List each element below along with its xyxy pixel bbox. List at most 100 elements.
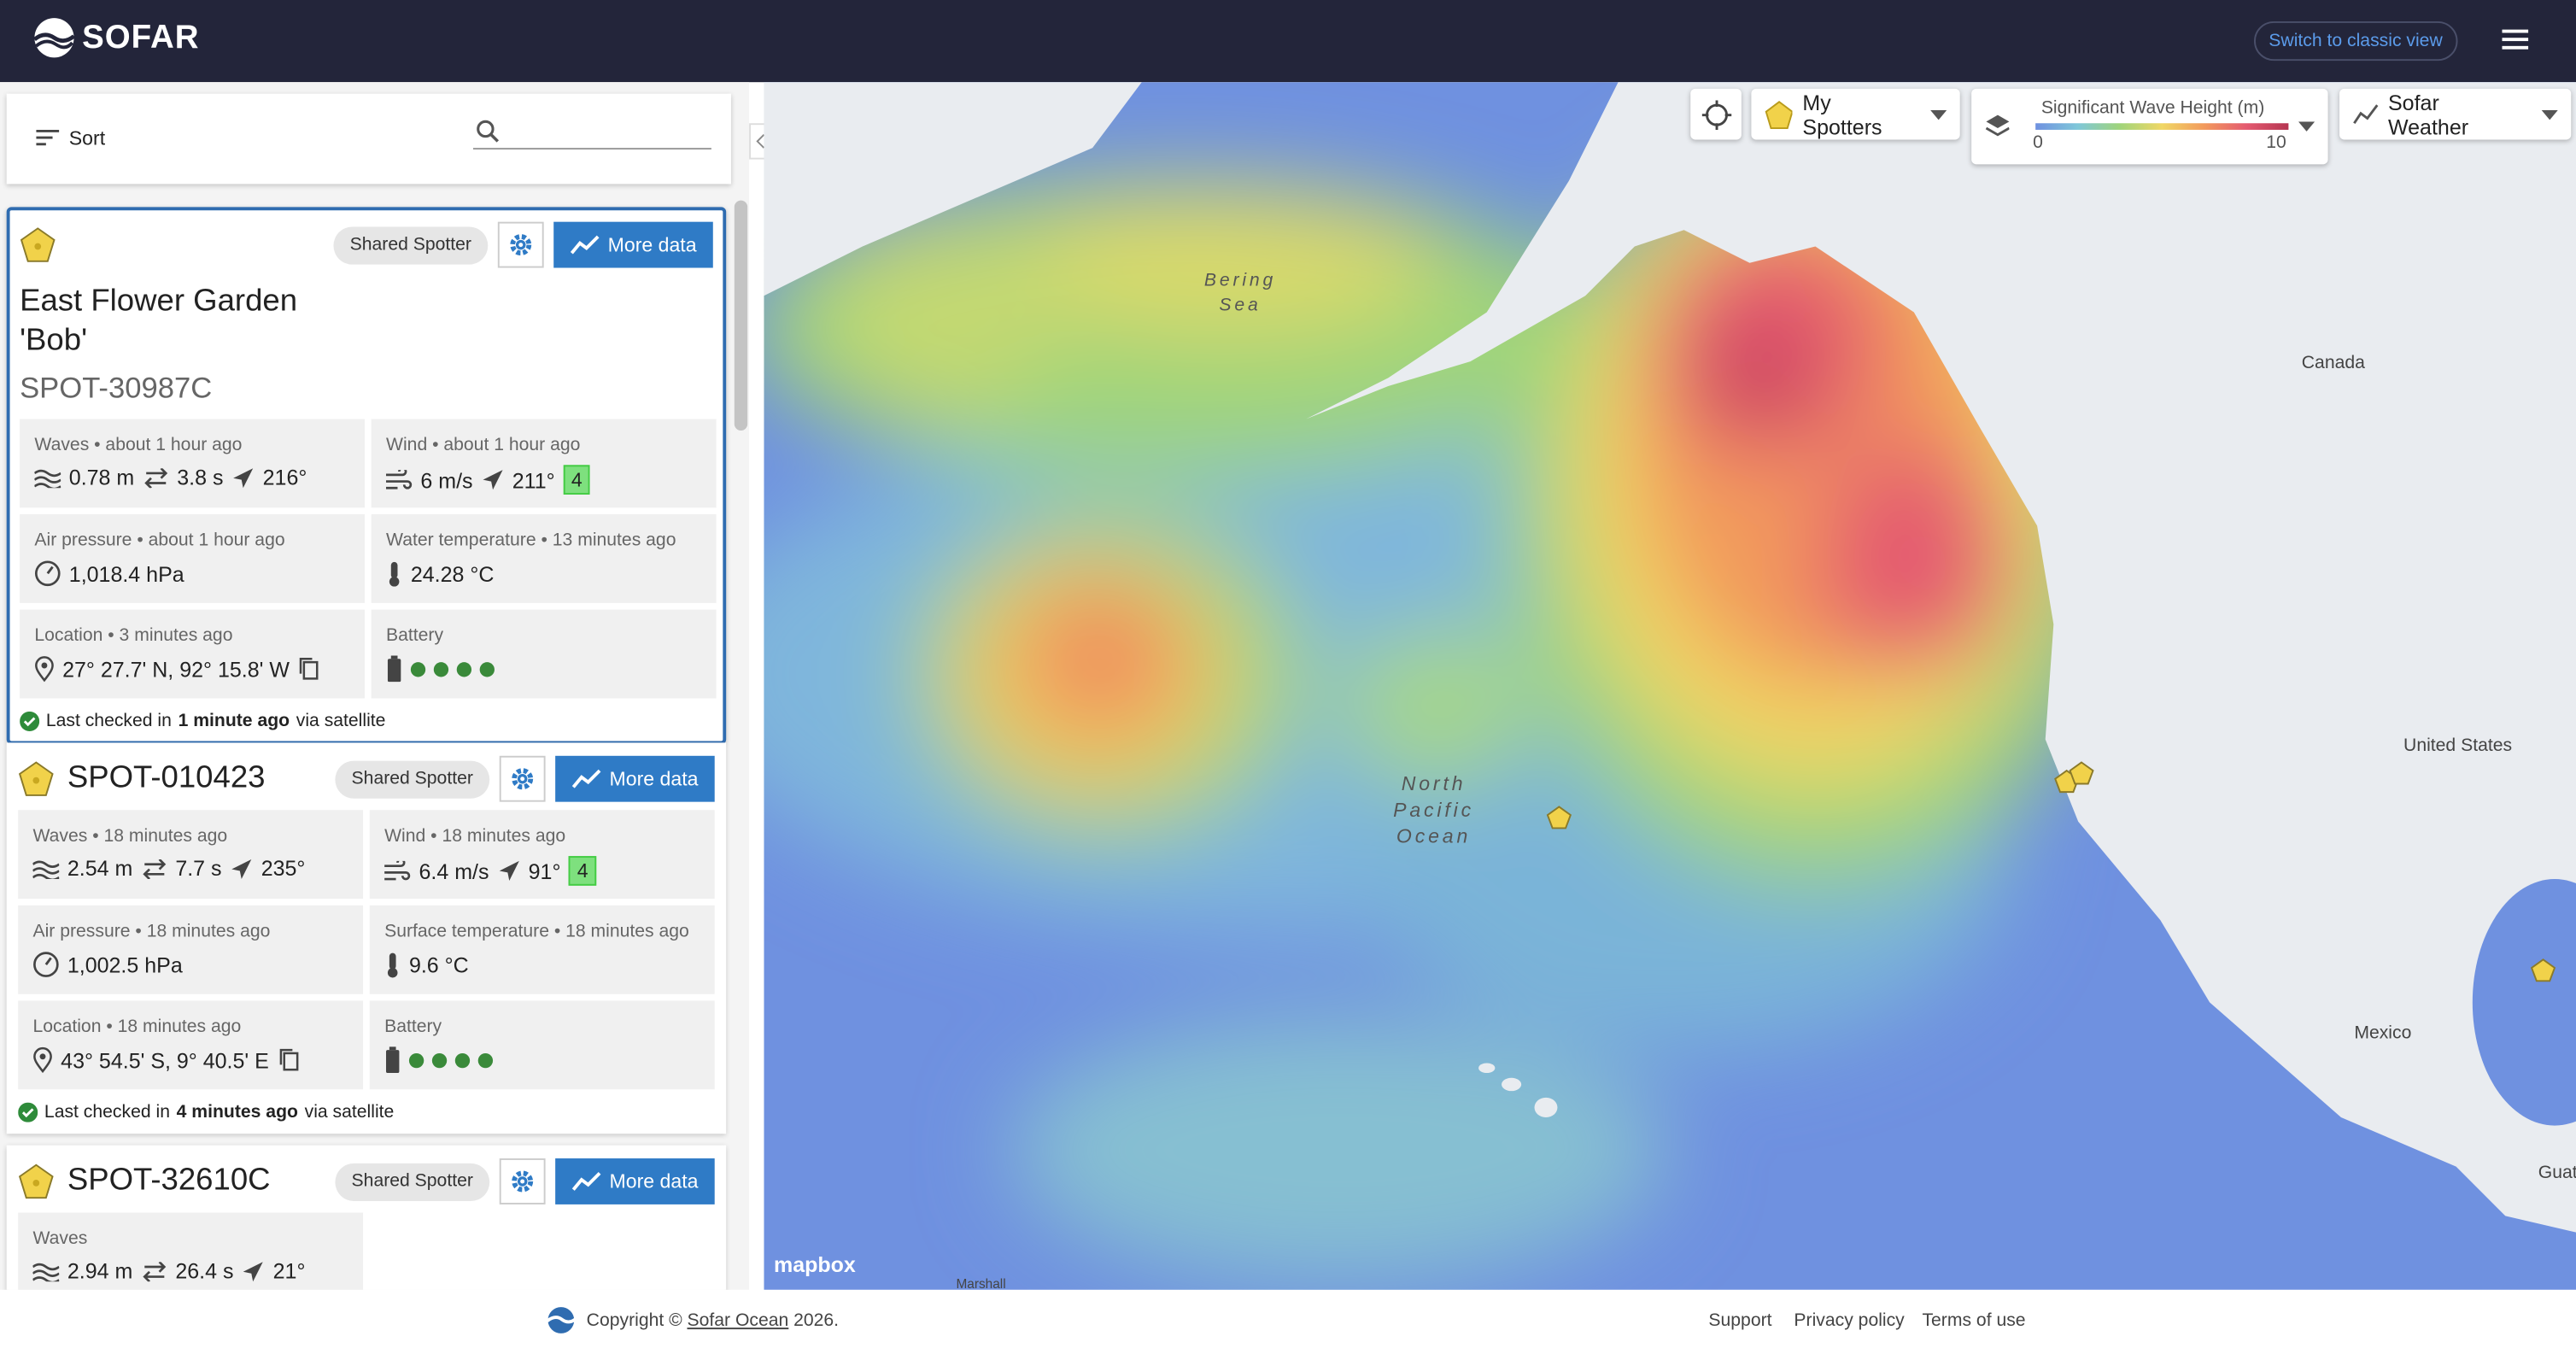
tile-values: 2.94 m 26.4 s 21° xyxy=(32,1258,348,1283)
legend-title: Significant Wave Height (m) xyxy=(2040,98,2265,119)
tile-values xyxy=(386,655,701,683)
ellipse-shape xyxy=(2472,879,2576,1126)
gauge xyxy=(32,952,59,978)
path-shape xyxy=(46,566,54,575)
rect-shape xyxy=(303,660,319,680)
footer-link[interactable]: Terms of use xyxy=(1922,1310,2026,1332)
circle-shape xyxy=(33,952,59,977)
tile-values: 27° 27.7' N, 92° 15.8' W xyxy=(34,655,349,683)
map-label: Bering Sea xyxy=(1203,271,1277,316)
map-label: Canada xyxy=(2301,353,2365,373)
spotter-card[interactable]: Shared Spotter More data East Flower Garde… xyxy=(6,207,727,745)
spotter-marker[interactable] xyxy=(2069,761,2094,785)
rect-shape xyxy=(2502,45,2529,50)
sort-button[interactable]: Sort xyxy=(36,126,105,149)
spotter-marker[interactable] xyxy=(1546,806,1572,829)
menu-button[interactable] xyxy=(2502,28,2529,51)
path-shape xyxy=(1986,114,2010,129)
temperature-value: 24.28 °C xyxy=(410,560,495,586)
wind-direction: 91° xyxy=(528,859,561,883)
battery-tile: Battery xyxy=(371,609,717,699)
card-header: SPOT-010423 Shared Spotter More data xyxy=(18,754,715,804)
arrow xyxy=(230,857,253,880)
path-shape xyxy=(32,1262,60,1281)
gauge xyxy=(34,560,61,587)
line-shape xyxy=(489,133,500,143)
weather-dropdown[interactable]: Sofar Weather xyxy=(2339,88,2572,140)
footer-link[interactable]: Support xyxy=(1708,1310,1772,1332)
legend-body: Significant Wave Height (m) 0 10 xyxy=(2020,89,2290,164)
rect-shape xyxy=(2502,29,2529,33)
rect-shape xyxy=(386,1050,400,1074)
sort-icon xyxy=(36,129,60,146)
path-shape xyxy=(279,1048,292,1065)
spotter-marker[interactable] xyxy=(2530,958,2556,982)
tile-values: 6.4 m/s 91° 4 xyxy=(384,856,700,886)
mapbox-attribution[interactable]: mapbox xyxy=(773,1251,856,1277)
icon xyxy=(233,467,254,488)
path-shape xyxy=(33,1046,52,1074)
logo[interactable]: SOFAR xyxy=(32,16,199,59)
path-shape xyxy=(300,658,313,674)
icon xyxy=(142,859,166,879)
shared-badge: Shared Spotter xyxy=(333,226,489,264)
map[interactable] xyxy=(764,82,2576,1290)
waves-tile: Waves • about 1 hour ago 0.78 m 3.8 s 216° xyxy=(20,419,366,508)
tile-values: 6 m/s 211° 4 xyxy=(386,465,701,495)
wind-speed: 6.4 m/s xyxy=(419,859,489,883)
dropdown-arrow xyxy=(2298,121,2315,132)
batt xyxy=(386,655,402,683)
wave-height-legend[interactable]: Significant Wave Height (m) 0 10 xyxy=(1971,88,2328,165)
spotter-card[interactable]: SPOT-32610C Shared Spotter More data Waves 2… xyxy=(6,1145,727,1290)
search-input[interactable] xyxy=(472,148,711,150)
rect-shape xyxy=(36,143,46,146)
battery-dot xyxy=(408,1052,424,1068)
more-data-button[interactable]: More data xyxy=(555,755,715,802)
my-spotters-dropdown[interactable]: My Spotters xyxy=(1751,88,1960,140)
company-link[interactable]: Sofar Ocean xyxy=(687,1310,789,1332)
icon xyxy=(18,1102,38,1122)
icon xyxy=(300,658,319,680)
copy-button[interactable] xyxy=(277,1046,300,1073)
location-tile: Location • 3 minutes ago 27° 27.7' N, 92°… xyxy=(20,609,366,699)
batt xyxy=(384,1046,401,1074)
settings-button[interactable] xyxy=(499,755,546,802)
copyright-text: Copyright © xyxy=(586,1310,682,1332)
therm xyxy=(384,952,401,978)
switch-view-button[interactable]: Switch to classic view xyxy=(2254,21,2458,62)
path-shape xyxy=(142,859,166,879)
check-suffix: via satellite xyxy=(296,711,386,731)
tile-header: Battery xyxy=(386,625,444,646)
spotter-id: SPOT-010423 xyxy=(67,760,266,795)
search-icon xyxy=(477,120,500,143)
circle-shape xyxy=(41,662,48,669)
copy-button[interactable] xyxy=(298,655,321,682)
wave-period: 7.7 s xyxy=(175,856,222,881)
path-shape xyxy=(571,769,601,788)
circle-shape xyxy=(477,120,495,138)
sort-label: Sort xyxy=(68,126,106,150)
settings-button[interactable] xyxy=(497,221,544,268)
spotter-card[interactable]: SPOT-010423 Shared Spotter More data Waves … xyxy=(6,742,727,1134)
temperature-tile: Water temperature • 13 minutes ago 24.28 … xyxy=(371,514,717,603)
settings-button[interactable] xyxy=(499,1158,546,1204)
more-data-button[interactable]: More data xyxy=(553,221,713,268)
icon xyxy=(510,234,532,256)
footer-link[interactable]: Privacy policy xyxy=(1794,1310,1905,1332)
check xyxy=(18,1102,38,1122)
scrollbar[interactable] xyxy=(734,200,748,431)
shared-badge: Shared Spotter xyxy=(335,759,490,798)
path-shape xyxy=(32,32,76,44)
pin xyxy=(32,1046,52,1074)
dropdown-arrow xyxy=(2542,108,2558,120)
footer-logo xyxy=(547,1307,576,1333)
tile-values: 24.28 °C xyxy=(386,560,701,587)
pressure-value: 1,018.4 hPa xyxy=(68,560,184,586)
path-shape xyxy=(571,1171,601,1191)
tile-header: Waves • 18 minutes ago xyxy=(32,826,228,847)
locate-button[interactable] xyxy=(1690,88,1742,140)
rect-shape xyxy=(282,1052,298,1071)
tile-header: Wind • 18 minutes ago xyxy=(384,826,566,847)
more-data-button[interactable]: More data xyxy=(555,1158,715,1204)
